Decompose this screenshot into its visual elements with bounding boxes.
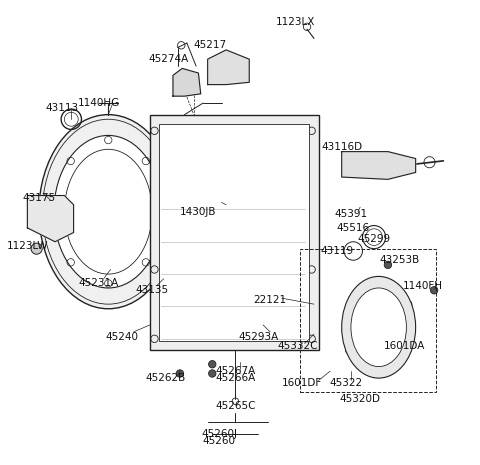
Bar: [166, 140, 300, 182]
Circle shape: [209, 370, 216, 377]
Text: 43119: 43119: [321, 246, 354, 256]
Text: 45391: 45391: [335, 209, 368, 219]
Text: 1601DA: 1601DA: [384, 341, 425, 351]
Text: 22121: 22121: [253, 294, 287, 305]
Text: 43253B: 43253B: [379, 255, 420, 265]
Polygon shape: [208, 50, 249, 85]
Polygon shape: [342, 152, 416, 179]
Text: 45299: 45299: [358, 234, 391, 245]
Text: 45293A: 45293A: [239, 332, 278, 341]
Circle shape: [209, 360, 216, 368]
Text: 45217: 45217: [193, 40, 227, 50]
Polygon shape: [173, 68, 201, 96]
Text: 45265C: 45265C: [215, 401, 256, 411]
Ellipse shape: [54, 135, 163, 288]
Bar: [171, 145, 296, 179]
Text: 1123LW: 1123LW: [7, 241, 48, 252]
Text: 1140FH: 1140FH: [403, 281, 443, 291]
Text: 45240: 45240: [106, 332, 139, 341]
Text: 1123LX: 1123LX: [276, 17, 315, 27]
Text: 45274A: 45274A: [148, 54, 189, 64]
Bar: [300, 249, 436, 392]
Circle shape: [431, 286, 438, 294]
Text: 43135: 43135: [136, 286, 169, 295]
Text: 45322: 45322: [330, 378, 363, 388]
Text: 43113: 43113: [46, 103, 79, 113]
Text: 45332C: 45332C: [277, 341, 318, 351]
Text: 45320D: 45320D: [340, 394, 381, 404]
Text: 45231A: 45231A: [79, 279, 119, 288]
Bar: [150, 115, 319, 350]
Text: 45260J: 45260J: [201, 429, 237, 438]
Ellipse shape: [351, 288, 407, 366]
Circle shape: [31, 243, 42, 254]
Text: 43116D: 43116D: [321, 142, 362, 152]
Circle shape: [384, 261, 392, 269]
Text: 1601DF: 1601DF: [282, 378, 323, 388]
Text: 1140HG: 1140HG: [78, 98, 120, 108]
Text: 45516: 45516: [336, 223, 370, 233]
Bar: [159, 124, 309, 341]
Text: 1430JB: 1430JB: [180, 207, 216, 217]
Text: 43175: 43175: [23, 193, 56, 203]
Text: 45266A: 45266A: [215, 373, 255, 383]
Ellipse shape: [342, 276, 416, 378]
Text: 45262B: 45262B: [146, 373, 186, 383]
Ellipse shape: [39, 115, 178, 309]
Polygon shape: [27, 195, 73, 242]
Text: 45267A: 45267A: [215, 366, 255, 376]
Circle shape: [176, 370, 184, 377]
Text: 45260: 45260: [203, 437, 236, 446]
